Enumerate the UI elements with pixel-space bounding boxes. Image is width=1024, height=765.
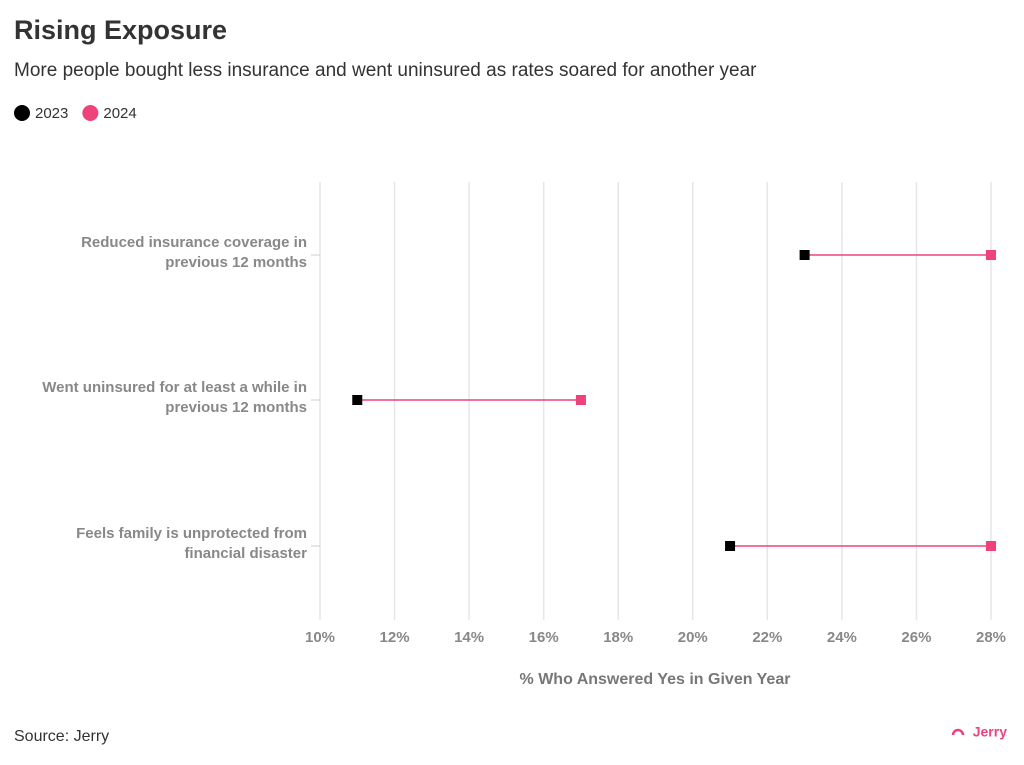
point — [799, 250, 810, 260]
x-tick-label: 28% — [976, 629, 1006, 646]
legend-marker — [82, 105, 99, 121]
chart-subtitle: More people bought less insurance and we… — [14, 60, 757, 81]
point — [725, 541, 736, 551]
x-tick-label: 14% — [454, 629, 484, 646]
x-tick-label: 16% — [529, 629, 559, 646]
point — [986, 541, 996, 551]
brand-icon — [951, 728, 965, 736]
x-tick-label: 10% — [305, 629, 335, 646]
x-tick-label: 26% — [901, 629, 931, 646]
legend-marker — [14, 105, 30, 121]
x-axis-title: % Who Answered Yes in Given Year — [520, 671, 791, 688]
x-tick-label: 12% — [380, 629, 410, 646]
x-tick-label: 20% — [678, 629, 708, 646]
category-label: Feels family is unprotected from financi… — [76, 525, 307, 562]
x-tick-label: 24% — [827, 629, 857, 646]
legend-label: 2023 — [35, 105, 68, 122]
source: Source: Jerry — [14, 728, 109, 745]
category-label: Reduced insurance coverage in previous 1… — [81, 234, 307, 271]
x-tick-label: 18% — [603, 629, 633, 646]
point — [986, 250, 996, 260]
point — [352, 395, 363, 405]
legend-label: 2024 — [103, 105, 136, 122]
point — [575, 395, 586, 405]
x-tick-label: 22% — [752, 629, 782, 646]
brand: Jerry — [973, 724, 1007, 740]
chart-title: Rising Exposure — [14, 15, 227, 45]
category-label: Went uninsured for at least a while in p… — [42, 379, 307, 416]
